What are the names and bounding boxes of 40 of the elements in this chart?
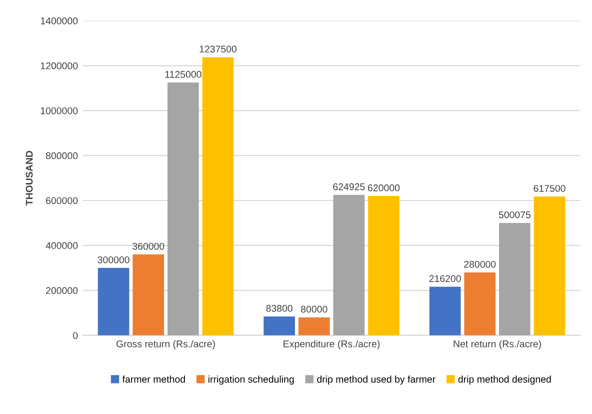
data-label: 280000 (464, 260, 496, 268)
bar (368, 196, 400, 336)
legend-label: drip method used by farmer (317, 376, 436, 385)
data-label: 216200 (429, 275, 461, 282)
y-tick-label: 800000 (46, 152, 78, 160)
x-tick-label: Expenditure (Rs./acre) (284, 340, 380, 350)
data-label: 617500 (534, 184, 566, 192)
bar (264, 316, 295, 336)
y-tick-label: 200000 (46, 287, 78, 294)
y-tick-label: 1000000 (40, 107, 78, 114)
data-label: 80000 (301, 306, 328, 313)
x-tick-label: Gross return (Rs./acre) (116, 340, 215, 350)
data-label: 300000 (98, 256, 130, 264)
y-tick-label: 1400000 (40, 17, 78, 24)
data-label: 1237500 (200, 46, 237, 53)
bar (464, 272, 496, 336)
data-label: 1125000 (165, 70, 202, 78)
y-tick-label: 400000 (46, 242, 78, 250)
bar (202, 57, 234, 336)
bar (429, 286, 461, 336)
y-tick-label: 0 (72, 332, 78, 339)
bar (499, 222, 530, 336)
y-axis-title: THOUSAND (26, 150, 33, 206)
legend-label: irrigation scheduling (208, 376, 294, 385)
data-label: 500075 (498, 211, 530, 218)
bar (534, 196, 566, 336)
bar (132, 254, 164, 336)
data-label: 620000 (368, 184, 400, 192)
x-tick-label: Net return (Rs./acre) (454, 340, 541, 350)
legend-label: farmer method (122, 376, 185, 383)
bar (333, 194, 365, 336)
y-tick-label: 1200000 (40, 62, 78, 70)
bar (98, 268, 130, 336)
data-label: 360000 (132, 242, 164, 250)
data-label: 83800 (266, 304, 292, 312)
legend-label: drip method designed (458, 376, 551, 385)
y-tick-label: 600000 (46, 197, 78, 204)
bar (298, 317, 330, 336)
data-label: 624925 (333, 183, 365, 190)
bar (168, 82, 199, 336)
